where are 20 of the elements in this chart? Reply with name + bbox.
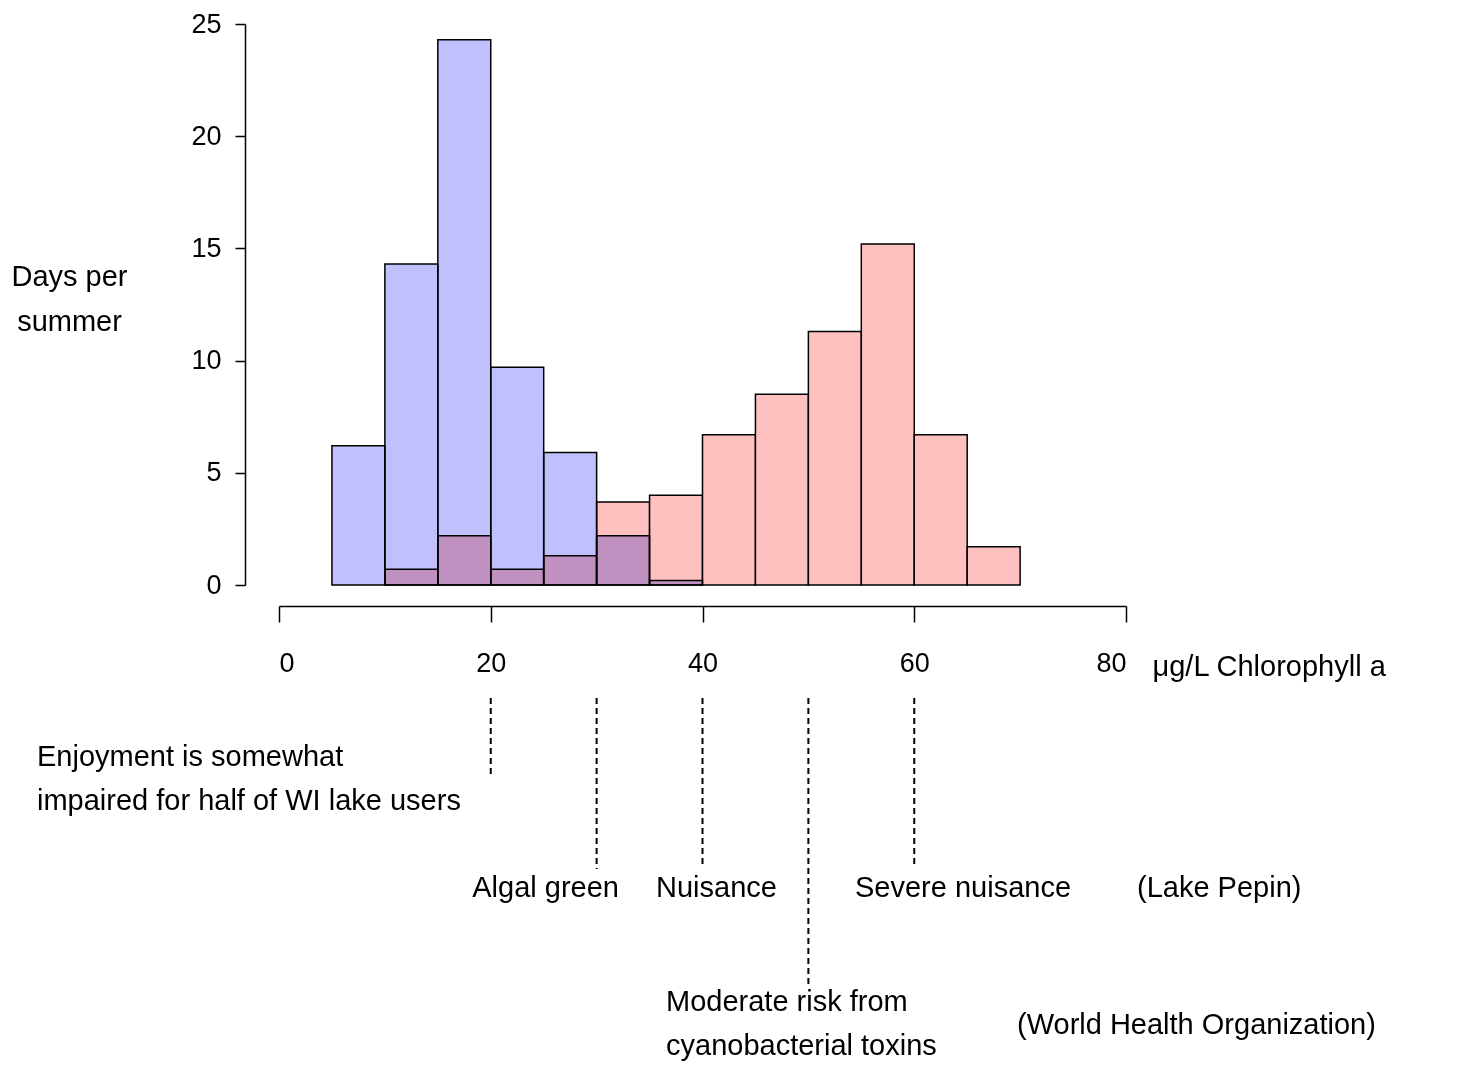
x-tick-label: 40 bbox=[687, 647, 719, 678]
x-tick-label: 80 bbox=[1096, 647, 1127, 678]
y-tick-label: 20 bbox=[191, 120, 222, 151]
text: (World Health Organization) bbox=[1017, 1008, 1376, 1040]
ref-line-label: Nuisance bbox=[656, 871, 777, 903]
text: (Lake Pepin) bbox=[1137, 871, 1302, 903]
y-axis-title: Days per summer bbox=[11, 259, 128, 337]
x-tick-label: 60 bbox=[899, 647, 930, 678]
ref-line-label: Algal green bbox=[472, 871, 619, 903]
x-tick-label: 20 bbox=[476, 647, 507, 678]
ref-line-label: Enjoyment is somewhat impaired for half of WI lake users bbox=[37, 740, 461, 816]
y-tick-label: 5 bbox=[206, 457, 222, 488]
ref-line-label: Severe nuisance bbox=[855, 871, 1072, 903]
y-tick-label: 15 bbox=[191, 232, 222, 263]
y-tick-label: 25 bbox=[191, 8, 222, 39]
x-tick-label: 0 bbox=[279, 647, 295, 678]
ref-line-label: Moderate risk from cyanobacterial toxins bbox=[666, 985, 937, 1061]
y-tick-label: 0 bbox=[206, 569, 222, 600]
x-axis-title: μg/L Chlorophyll a bbox=[1152, 649, 1387, 682]
y-tick-label: 10 bbox=[191, 345, 222, 376]
